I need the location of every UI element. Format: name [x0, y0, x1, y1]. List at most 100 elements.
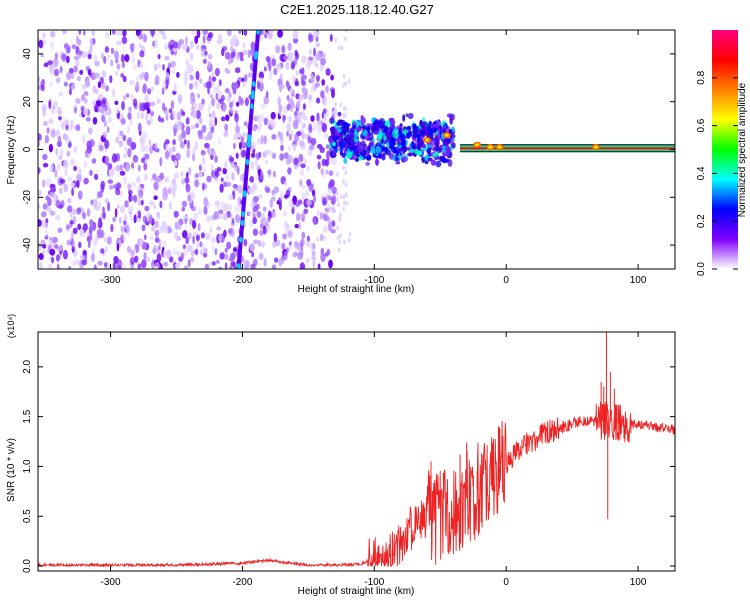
cluster-blob: [421, 121, 428, 126]
noise-blob: [235, 51, 240, 61]
noise-blob: [195, 248, 199, 256]
cluster-blob: [425, 129, 429, 138]
noise-blob: [190, 250, 195, 256]
noise-blob: [313, 122, 317, 132]
noise-blob: [288, 244, 293, 251]
cluster-blob: [357, 144, 363, 153]
noise-blob: [76, 207, 82, 215]
noise-blob: [136, 217, 141, 223]
spectrogram-ylabel: Frequency (Hz): [6, 116, 17, 185]
noise-blob: [232, 143, 236, 150]
cluster-blob: [353, 135, 358, 143]
cluster-blob: [401, 133, 406, 141]
noise-blob: [321, 79, 326, 86]
noise-blob: [219, 252, 225, 260]
noise-blob: [287, 145, 292, 152]
noise-blob: [55, 128, 60, 136]
noise-blob: [63, 159, 69, 169]
noise-blob: [202, 34, 206, 44]
noise-blob: [99, 76, 104, 84]
noise-blob: [229, 101, 233, 109]
noise-blob: [82, 134, 86, 144]
noise-blob: [306, 165, 310, 173]
noise-blob: [316, 112, 320, 122]
noise-blob: [218, 79, 222, 87]
noise-blob: [185, 125, 191, 136]
noise-blob: [91, 158, 97, 164]
noise-blob: [93, 264, 97, 269]
noise-blob: [211, 76, 217, 82]
noise-blob: [42, 153, 48, 161]
noise-blob: [156, 62, 161, 69]
noise-blob: [288, 133, 292, 141]
noise-blob: [123, 175, 127, 185]
noise-blob: [154, 237, 160, 244]
noise-blob: [172, 182, 178, 192]
cluster-blob: [392, 154, 396, 162]
noise-blob: [226, 69, 231, 74]
noise-blob: [307, 136, 312, 144]
streak-hotspot: [247, 140, 251, 147]
noise-blob: [48, 118, 54, 125]
noise-blob: [289, 87, 294, 96]
noise-blob: [164, 176, 170, 183]
noise-blob: [62, 30, 67, 35]
cluster-blob: [332, 141, 336, 147]
noise-blob: [239, 56, 244, 62]
noise-blob: [328, 259, 333, 269]
noise-blob: [149, 235, 154, 241]
cluster-blob: [365, 161, 370, 166]
noise-blob: [123, 220, 127, 226]
noise-blob: [122, 75, 127, 83]
noise-blob: [137, 263, 142, 269]
cluster-blob: [405, 113, 409, 118]
noise-blob: [184, 265, 189, 269]
noise-blob: [225, 174, 230, 182]
noise-blob: [218, 234, 222, 242]
snr-y-tick-label: 0.5: [22, 509, 33, 523]
noise-blob: [68, 266, 71, 269]
noise-blob: [71, 44, 77, 50]
noise-blob: [141, 112, 144, 120]
noise-blob: [301, 93, 307, 99]
noise-blob: [186, 148, 191, 159]
noise-blob: [97, 191, 103, 198]
noise-blob: [115, 136, 119, 144]
noise-blob: [68, 67, 74, 74]
noise-blob: [224, 160, 228, 170]
noise-blob: [103, 55, 107, 64]
noise-blob: [114, 70, 119, 76]
noise-blob: [105, 31, 110, 39]
spectrogram-y-tick-label: 0: [22, 146, 33, 152]
noise-blob: [58, 91, 64, 97]
noise-blob: [228, 59, 231, 65]
cluster-blob: [383, 135, 387, 141]
noise-blob: [324, 159, 330, 166]
cluster-blob: [430, 159, 437, 166]
noise-blob: [249, 243, 255, 252]
noise-blob: [210, 236, 216, 244]
noise-blob: [63, 43, 69, 50]
noise-blob: [106, 236, 112, 245]
noise-blob: [54, 244, 59, 249]
noise-blob: [209, 93, 213, 99]
noise-blob: [127, 183, 132, 191]
noise-blob: [292, 30, 299, 40]
noise-blob: [115, 58, 119, 64]
noise-blob: [225, 114, 230, 122]
colorbar-tick-label: 0.2: [696, 214, 707, 228]
noise-blob: [299, 168, 305, 177]
noise-blob: [252, 217, 257, 225]
noise-blob: [207, 203, 211, 209]
noise-blob: [326, 218, 332, 224]
cluster-blob: [395, 160, 401, 165]
noise-blob: [193, 102, 197, 110]
noise-blob: [72, 227, 78, 234]
noise-blob: [175, 263, 180, 269]
noise-blob: [128, 189, 133, 196]
noise-blob: [85, 81, 91, 88]
noise-blob: [129, 249, 135, 257]
noise-blob: [201, 124, 207, 133]
noise-blob: [298, 221, 302, 230]
noise-blob: [195, 234, 200, 242]
